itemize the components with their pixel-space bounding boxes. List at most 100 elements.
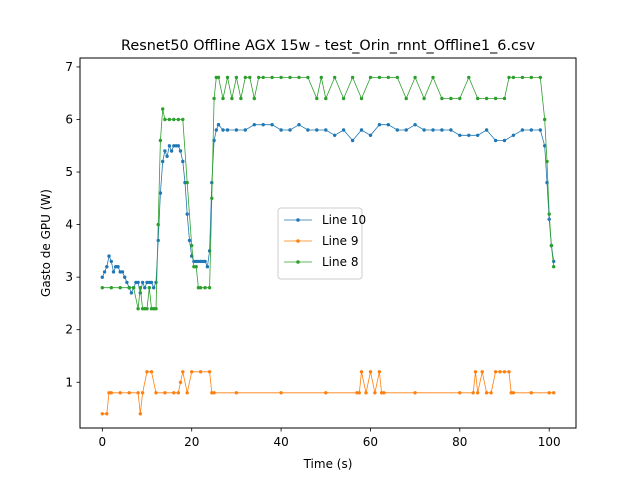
data-point (529, 391, 533, 395)
data-point (221, 96, 225, 101)
plot-series (100, 75, 556, 416)
y-tick-label: 5 (65, 165, 73, 179)
legend-item: Line 8 (284, 255, 358, 269)
data-point (493, 370, 498, 374)
data-point (185, 391, 189, 395)
data-point (306, 75, 310, 80)
data-point (404, 96, 408, 101)
data-point (145, 370, 149, 374)
legend-label: Line 10 (322, 213, 366, 227)
data-point (422, 96, 426, 101)
y-axis: 1 2 3 4 5 6 7 (65, 60, 80, 389)
data-point (167, 117, 172, 122)
data-point (552, 391, 556, 395)
data-point (161, 159, 165, 164)
data-point (185, 180, 189, 185)
data-point (377, 370, 382, 374)
data-point (520, 128, 525, 132)
data-point (154, 391, 158, 395)
data-point (187, 238, 192, 243)
data-point (102, 270, 107, 274)
data-point (431, 75, 435, 80)
data-point (178, 380, 183, 384)
legend-swatch-marker (296, 218, 300, 222)
data-point (190, 243, 194, 248)
data-point (198, 286, 203, 290)
data-point (359, 96, 364, 101)
data-point (149, 280, 154, 285)
data-point (288, 128, 292, 132)
data-point (210, 196, 214, 200)
data-point (511, 391, 516, 395)
data-point (341, 128, 346, 132)
data-point (100, 412, 105, 416)
data-point (118, 391, 122, 395)
data-point (552, 259, 556, 264)
legend-item: Line 10 (284, 213, 366, 227)
data-point (498, 370, 502, 374)
data-point (449, 128, 453, 132)
legend-item: Line 9 (284, 234, 358, 248)
data-point (194, 265, 198, 269)
data-point (127, 286, 131, 290)
data-point (140, 280, 145, 285)
data-point (547, 212, 551, 216)
series-1 (100, 123, 556, 295)
data-point (476, 133, 480, 137)
data-point (471, 391, 475, 395)
data-point (489, 391, 493, 395)
series-line (102, 371, 554, 415)
data-point (306, 128, 310, 132)
data-point (225, 128, 230, 132)
data-point (368, 133, 373, 137)
data-point (538, 128, 542, 132)
data-point (136, 280, 140, 285)
data-point (350, 75, 355, 80)
data-point (480, 370, 484, 374)
data-point (216, 75, 221, 80)
data-point (207, 286, 212, 290)
data-point (373, 391, 377, 395)
data-point (176, 144, 180, 148)
data-point (377, 75, 382, 80)
x-tick-label: 80 (452, 435, 467, 449)
data-point (413, 75, 417, 80)
legend-swatch-marker (296, 260, 300, 264)
data-point (116, 265, 120, 269)
data-point (324, 128, 328, 132)
data-point (214, 128, 218, 132)
data-point (484, 391, 489, 395)
data-point (413, 123, 417, 127)
data-point (181, 117, 185, 122)
data-point (279, 75, 283, 80)
data-point (111, 270, 116, 274)
data-point (529, 128, 533, 132)
data-point (549, 243, 554, 248)
data-point (315, 96, 319, 101)
data-point (203, 259, 207, 264)
data-point (234, 128, 239, 132)
data-point (538, 75, 542, 80)
data-point (105, 412, 109, 416)
x-tick-label: 100 (538, 435, 561, 449)
data-point (181, 159, 185, 164)
x-tick-label: 40 (273, 435, 288, 449)
data-point (221, 128, 225, 132)
data-point (176, 117, 180, 122)
data-point (440, 128, 444, 132)
data-point (167, 144, 172, 148)
data-point (458, 133, 462, 137)
data-point (154, 307, 158, 311)
data-point (181, 370, 185, 374)
data-point (547, 391, 551, 395)
data-point (138, 291, 142, 295)
data-point (324, 96, 328, 101)
data-point (511, 133, 516, 137)
data-point (131, 286, 136, 290)
data-point (145, 307, 149, 311)
data-point (413, 391, 417, 395)
data-point (125, 280, 129, 285)
data-point (243, 75, 247, 80)
data-point (185, 212, 189, 216)
